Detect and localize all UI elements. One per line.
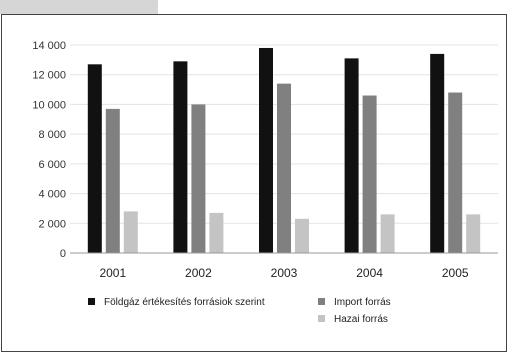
x-tick-label: 2004 xyxy=(356,266,383,280)
x-tick-label: 2001 xyxy=(99,266,126,280)
bar-2001-series-3 xyxy=(123,211,138,253)
bar-2002-series-2 xyxy=(191,104,206,253)
y-axis-ticks: 14 000 12 000 10 000 8 000 6 000 4 000 2 000 0 xyxy=(32,40,66,260)
y-tick-label: 4 000 xyxy=(38,189,66,201)
bar-2005-series-2 xyxy=(448,92,463,254)
y-tick-label: 2 000 xyxy=(38,218,66,230)
bar-2005-series-1 xyxy=(430,53,445,253)
legend-swatch-1 xyxy=(88,298,95,305)
y-tick-label: 0 xyxy=(60,248,66,260)
legend-swatch-2 xyxy=(318,298,325,305)
bars xyxy=(87,47,481,254)
legend-label-2: Import forrás xyxy=(334,297,391,308)
legend-swatch-3 xyxy=(318,315,325,322)
header-tab xyxy=(0,0,158,14)
y-tick-label: 10 000 xyxy=(32,99,66,111)
bar-2005-series-3 xyxy=(466,214,481,253)
bar-2003-series-3 xyxy=(295,218,309,253)
y-tick-label: 8 000 xyxy=(38,129,66,141)
bar-2001-series-1 xyxy=(87,64,102,253)
bar-2004-series-2 xyxy=(362,95,377,253)
x-tick-label: 2002 xyxy=(185,266,212,280)
y-tick-label: 6 000 xyxy=(38,159,66,171)
bar-2003-series-1 xyxy=(259,47,273,253)
x-tick-label: 2005 xyxy=(442,266,469,280)
bar-2002-series-1 xyxy=(173,61,188,253)
legend-label-3: Hazai forrás xyxy=(334,314,388,325)
x-tick-label: 2003 xyxy=(271,266,298,280)
bar-2004-series-1 xyxy=(344,58,359,253)
legend: Földgáz értékesítés forrásiok szerint Imp… xyxy=(88,297,391,325)
legend-label-1: Földgáz értékesítés forrásiok szerint xyxy=(104,297,265,308)
bar-2002-series-3 xyxy=(209,212,224,253)
bar-2001-series-2 xyxy=(105,108,120,253)
y-tick-label: 14 000 xyxy=(32,40,66,52)
y-tick-label: 12 000 xyxy=(32,70,66,82)
x-axis-ticks: 2001 2002 2003 2004 2005 xyxy=(99,266,468,280)
chart-frame xyxy=(1,14,507,352)
bar-2003-series-2 xyxy=(277,83,291,253)
bar-2004-series-3 xyxy=(380,214,395,253)
